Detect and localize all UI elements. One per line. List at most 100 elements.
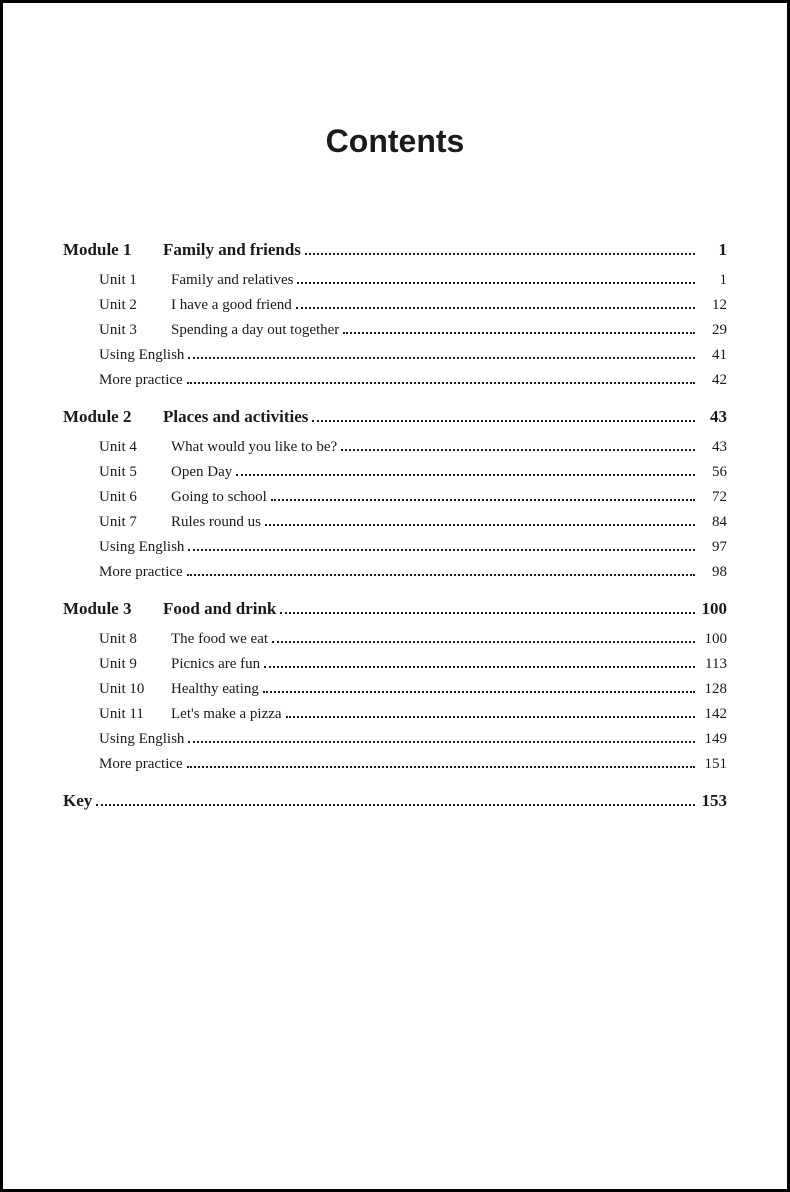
- unit-page: 1: [699, 272, 727, 289]
- unit-page: 29: [699, 322, 727, 339]
- unit-label: Unit 10: [99, 681, 171, 698]
- leader-dots: [305, 253, 695, 255]
- leader-dots: [263, 691, 695, 693]
- leader-dots: [272, 641, 695, 643]
- leader-dots: [286, 716, 695, 718]
- unit-label: Unit 8: [99, 631, 171, 648]
- leader-dots: [312, 420, 695, 422]
- unit-title: Family and relatives: [171, 272, 293, 289]
- module-page: 1: [699, 240, 727, 260]
- unit-row: Unit 9Picnics are fun 113: [63, 656, 727, 673]
- extra-page: 42: [699, 372, 727, 389]
- leader-dots: [343, 332, 695, 334]
- unit-row: Unit 3Spending a day out together 29: [63, 322, 727, 339]
- leader-dots: [264, 666, 695, 668]
- unit-row: Unit 8The food we eat100: [63, 631, 727, 648]
- unit-title: What would you like to be?: [171, 439, 337, 456]
- unit-label: Unit 1: [99, 272, 171, 289]
- module-row: Module 3Food and drink 100: [63, 599, 727, 619]
- unit-row: Unit 4What would you like to be? 43: [63, 439, 727, 456]
- module-title: Places and activities: [163, 407, 308, 427]
- unit-page: 56: [699, 464, 727, 481]
- unit-title: I have a good friend: [171, 297, 292, 314]
- extra-page: 97: [699, 539, 727, 556]
- leader-dots: [265, 524, 695, 526]
- module-page: 100: [699, 599, 727, 619]
- unit-page: 12: [699, 297, 727, 314]
- leader-dots: [188, 357, 695, 359]
- unit-label: Unit 11: [99, 706, 171, 723]
- key-row: Key 153: [63, 791, 727, 811]
- key-page: 153: [699, 791, 727, 811]
- extra-row: More practice 42: [63, 372, 727, 389]
- leader-dots: [271, 499, 695, 501]
- extra-title: More practice: [99, 564, 183, 581]
- unit-page: 142: [699, 706, 727, 723]
- leader-dots: [296, 307, 695, 309]
- unit-title: Spending a day out together: [171, 322, 339, 339]
- leader-dots: [187, 382, 695, 384]
- leader-dots: [187, 574, 695, 576]
- unit-label: Unit 9: [99, 656, 171, 673]
- leader-dots: [187, 766, 695, 768]
- unit-title: Let's make a pizza: [171, 706, 282, 723]
- leader-dots: [341, 449, 695, 451]
- table-of-contents: Module 1Family and friends1Unit 1Family …: [63, 240, 727, 811]
- unit-label: Unit 6: [99, 489, 171, 506]
- module-label: Module 2: [63, 407, 163, 427]
- extra-row: Using English 41: [63, 347, 727, 364]
- unit-title: Healthy eating: [171, 681, 259, 698]
- contents-page: Contents Module 1Family and friends1Unit…: [3, 3, 787, 859]
- unit-page: 113: [699, 656, 727, 673]
- extra-row: More practice 98: [63, 564, 727, 581]
- extra-page: 149: [699, 731, 727, 748]
- unit-title: Rules round us: [171, 514, 261, 531]
- unit-row: Unit 11Let's make a pizza 142: [63, 706, 727, 723]
- unit-label: Unit 7: [99, 514, 171, 531]
- module-label: Module 1: [63, 240, 163, 260]
- extra-row: Using English 97: [63, 539, 727, 556]
- leader-dots: [188, 741, 695, 743]
- leader-dots: [297, 282, 695, 284]
- unit-label: Unit 4: [99, 439, 171, 456]
- extra-title: More practice: [99, 372, 183, 389]
- extra-title: Using English: [99, 539, 184, 556]
- unit-title: Going to school: [171, 489, 267, 506]
- extra-page: 41: [699, 347, 727, 364]
- unit-row: Unit 6Going to school 72: [63, 489, 727, 506]
- module-title: Food and drink: [163, 599, 276, 619]
- key-label: Key: [63, 791, 92, 811]
- leader-dots: [188, 549, 695, 551]
- extra-title: Using English: [99, 347, 184, 364]
- unit-title: Open Day: [171, 464, 232, 481]
- unit-row: Unit 5Open Day 56: [63, 464, 727, 481]
- extra-row: More practice 151: [63, 756, 727, 773]
- leader-dots: [236, 474, 695, 476]
- module-row: Module 1Family and friends 1: [63, 240, 727, 260]
- extra-page: 98: [699, 564, 727, 581]
- page-title: Contents: [63, 123, 727, 160]
- unit-row: Unit 2I have a good friend 12: [63, 297, 727, 314]
- extra-row: Using English 149: [63, 731, 727, 748]
- unit-label: Unit 5: [99, 464, 171, 481]
- unit-label: Unit 2: [99, 297, 171, 314]
- extra-title: More practice: [99, 756, 183, 773]
- unit-page: 100: [699, 631, 727, 648]
- unit-page: 72: [699, 489, 727, 506]
- unit-label: Unit 3: [99, 322, 171, 339]
- module-label: Module 3: [63, 599, 163, 619]
- unit-row: Unit 1Family and relatives 1: [63, 272, 727, 289]
- module-title: Family and friends: [163, 240, 301, 260]
- leader-dots: [96, 804, 695, 806]
- unit-title: Picnics are fun: [171, 656, 260, 673]
- extra-page: 151: [699, 756, 727, 773]
- module-row: Module 2Places and activities 43: [63, 407, 727, 427]
- unit-row: Unit 10Healthy eating 128: [63, 681, 727, 698]
- unit-page: 84: [699, 514, 727, 531]
- unit-page: 43: [699, 439, 727, 456]
- unit-row: Unit 7Rules round us 84: [63, 514, 727, 531]
- unit-page: 128: [699, 681, 727, 698]
- extra-title: Using English: [99, 731, 184, 748]
- module-page: 43: [699, 407, 727, 427]
- leader-dots: [280, 612, 695, 614]
